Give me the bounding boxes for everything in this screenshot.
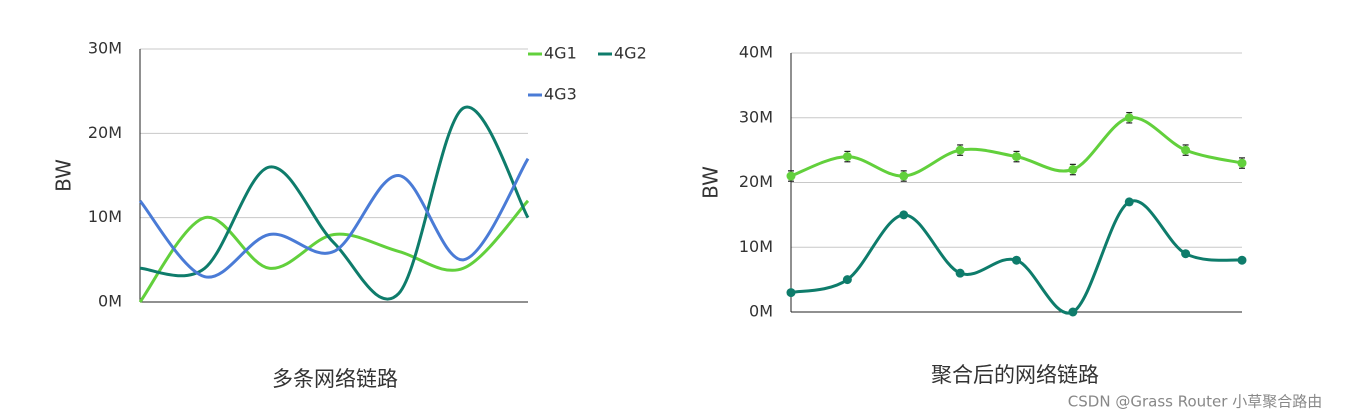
- y-tick-label: 20M: [88, 123, 122, 142]
- y-tick-label: 30M: [88, 39, 122, 58]
- legend-label: 4G2: [614, 44, 647, 63]
- data-point: [955, 268, 965, 278]
- data-point: [1124, 197, 1134, 207]
- data-point: [1012, 152, 1021, 162]
- data-point: [1237, 158, 1247, 168]
- data-point: [786, 288, 796, 298]
- data-point: [1012, 255, 1021, 265]
- data-point: [1068, 165, 1078, 175]
- data-point: [842, 275, 852, 285]
- y-axis-label: BW: [699, 166, 723, 199]
- data-point: [786, 171, 796, 181]
- y-tick-label: 0M: [98, 292, 122, 311]
- y-tick-label: 20M: [739, 172, 773, 191]
- series-line: [138, 157, 530, 279]
- series-line: [139, 105, 530, 301]
- data-point: [1237, 255, 1247, 265]
- y-tick-label: 10M: [739, 237, 773, 256]
- data-point: [899, 210, 909, 220]
- chart-title: 多条网络链路: [272, 367, 398, 391]
- data-point: [899, 171, 909, 181]
- y-tick-label: 10M: [88, 207, 122, 226]
- data-point: [1068, 307, 1078, 317]
- data-point: [1181, 145, 1191, 155]
- data-point: [842, 152, 852, 162]
- watermark: CSDN @Grass Router 小草聚合路由: [1068, 393, 1322, 411]
- series-line: [790, 116, 1243, 178]
- chart-title: 聚合后的网络链路: [931, 363, 1099, 387]
- y-axis-label: BW: [52, 159, 76, 192]
- legend-label: 4G3: [544, 85, 577, 104]
- data-point: [1181, 249, 1191, 259]
- data-point: [1124, 113, 1134, 123]
- data-point: [955, 145, 965, 155]
- y-tick-label: 0M: [749, 302, 773, 321]
- legend-label: 4G1: [544, 44, 577, 63]
- y-tick-label: 40M: [739, 43, 773, 62]
- y-tick-label: 30M: [739, 107, 773, 126]
